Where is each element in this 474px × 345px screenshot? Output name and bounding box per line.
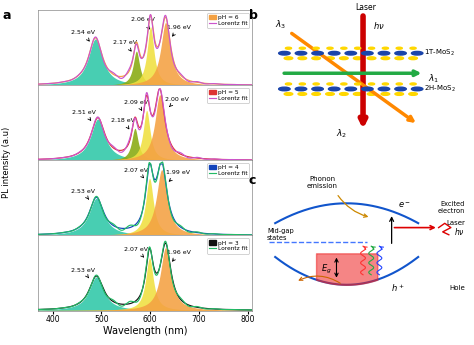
Text: 1.96 eV: 1.96 eV <box>167 24 191 36</box>
Ellipse shape <box>378 87 390 91</box>
Ellipse shape <box>312 87 323 91</box>
Text: Hole: Hole <box>449 285 465 290</box>
Ellipse shape <box>295 51 307 55</box>
Ellipse shape <box>279 87 290 91</box>
Ellipse shape <box>279 51 290 55</box>
Ellipse shape <box>345 87 356 91</box>
Text: b: b <box>249 9 258 22</box>
Ellipse shape <box>298 57 307 60</box>
Ellipse shape <box>383 47 389 49</box>
Text: 2.17 eV: 2.17 eV <box>113 40 137 51</box>
Ellipse shape <box>409 57 418 60</box>
Ellipse shape <box>328 51 340 55</box>
Text: 2.06 eV: 2.06 eV <box>131 18 155 29</box>
Legend: pH = 4, Lorentz fit: pH = 4, Lorentz fit <box>207 163 249 178</box>
Text: $h\nu$: $h\nu$ <box>373 20 385 31</box>
Ellipse shape <box>355 47 361 49</box>
Text: $h^+$: $h^+$ <box>391 282 404 294</box>
Ellipse shape <box>327 83 333 85</box>
Text: 2.54 eV: 2.54 eV <box>71 30 95 41</box>
Ellipse shape <box>326 92 334 95</box>
Text: 1.96 eV: 1.96 eV <box>167 250 191 261</box>
Ellipse shape <box>367 92 376 95</box>
Ellipse shape <box>299 47 305 49</box>
Ellipse shape <box>355 83 361 85</box>
Ellipse shape <box>345 51 356 55</box>
Text: 2.53 eV: 2.53 eV <box>71 189 95 199</box>
Ellipse shape <box>395 51 406 55</box>
Ellipse shape <box>313 83 319 85</box>
Ellipse shape <box>354 92 362 95</box>
Text: 2.00 eV: 2.00 eV <box>165 97 189 107</box>
Ellipse shape <box>328 87 340 91</box>
Ellipse shape <box>341 83 347 85</box>
Ellipse shape <box>312 57 320 60</box>
Ellipse shape <box>339 57 348 60</box>
Ellipse shape <box>339 92 348 95</box>
Ellipse shape <box>367 57 376 60</box>
Text: 1T-MoS$_2$: 1T-MoS$_2$ <box>424 48 455 58</box>
Text: $E_g$: $E_g$ <box>321 263 332 276</box>
Ellipse shape <box>410 47 416 49</box>
Ellipse shape <box>295 87 307 91</box>
Ellipse shape <box>383 83 389 85</box>
Text: a: a <box>2 9 11 22</box>
Ellipse shape <box>362 87 373 91</box>
Text: 2.07 eV: 2.07 eV <box>124 168 148 178</box>
Text: $\lambda_2$: $\lambda_2$ <box>337 127 347 140</box>
Text: 2.18 eV: 2.18 eV <box>111 118 135 129</box>
Ellipse shape <box>395 92 403 95</box>
Ellipse shape <box>312 51 323 55</box>
Text: 2.53 eV: 2.53 eV <box>71 268 95 278</box>
Ellipse shape <box>410 83 416 85</box>
Text: Laser: Laser <box>356 3 376 12</box>
Ellipse shape <box>354 57 362 60</box>
Ellipse shape <box>396 47 402 49</box>
Text: c: c <box>249 174 256 187</box>
Text: 2.51 eV: 2.51 eV <box>73 110 96 120</box>
Text: $h\nu$: $h\nu$ <box>454 226 465 237</box>
Ellipse shape <box>411 87 423 91</box>
Ellipse shape <box>284 92 293 95</box>
Text: Excited
electron: Excited electron <box>438 201 465 214</box>
Text: Mid-gap
states: Mid-gap states <box>267 228 294 241</box>
Ellipse shape <box>368 83 374 85</box>
Text: 2.09 eV: 2.09 eV <box>124 100 148 110</box>
Ellipse shape <box>378 51 390 55</box>
Ellipse shape <box>326 57 334 60</box>
Ellipse shape <box>299 83 305 85</box>
Text: 2H-MoS$_2$: 2H-MoS$_2$ <box>424 84 456 94</box>
Ellipse shape <box>395 57 403 60</box>
Ellipse shape <box>327 47 333 49</box>
Text: 2.07 eV: 2.07 eV <box>124 247 148 257</box>
X-axis label: Wavelength (nm): Wavelength (nm) <box>103 326 187 336</box>
Ellipse shape <box>381 57 390 60</box>
Ellipse shape <box>285 83 292 85</box>
Text: $\lambda_1$: $\lambda_1$ <box>428 73 439 85</box>
Text: $e^-$: $e^-$ <box>398 201 411 210</box>
Ellipse shape <box>341 47 347 49</box>
Legend: pH = 5, Lorentz fit: pH = 5, Lorentz fit <box>207 88 249 104</box>
Text: 1.99 eV: 1.99 eV <box>166 170 191 181</box>
Text: $\lambda_3$: $\lambda_3$ <box>275 19 286 31</box>
Ellipse shape <box>313 47 319 49</box>
Legend: pH = 3, Lorentz fit: pH = 3, Lorentz fit <box>207 238 249 254</box>
Ellipse shape <box>381 92 390 95</box>
Ellipse shape <box>368 47 374 49</box>
Ellipse shape <box>312 92 320 95</box>
Text: Laser: Laser <box>447 220 465 226</box>
Ellipse shape <box>411 51 423 55</box>
Ellipse shape <box>409 92 418 95</box>
Text: PL intensity (a.u): PL intensity (a.u) <box>2 127 11 198</box>
Text: Phonon
emission: Phonon emission <box>307 176 337 189</box>
Ellipse shape <box>395 87 406 91</box>
Legend: pH = 6, Lorentz fit: pH = 6, Lorentz fit <box>207 13 249 28</box>
Ellipse shape <box>396 83 402 85</box>
Ellipse shape <box>362 51 373 55</box>
Ellipse shape <box>298 92 307 95</box>
Ellipse shape <box>284 57 293 60</box>
Ellipse shape <box>285 47 292 49</box>
